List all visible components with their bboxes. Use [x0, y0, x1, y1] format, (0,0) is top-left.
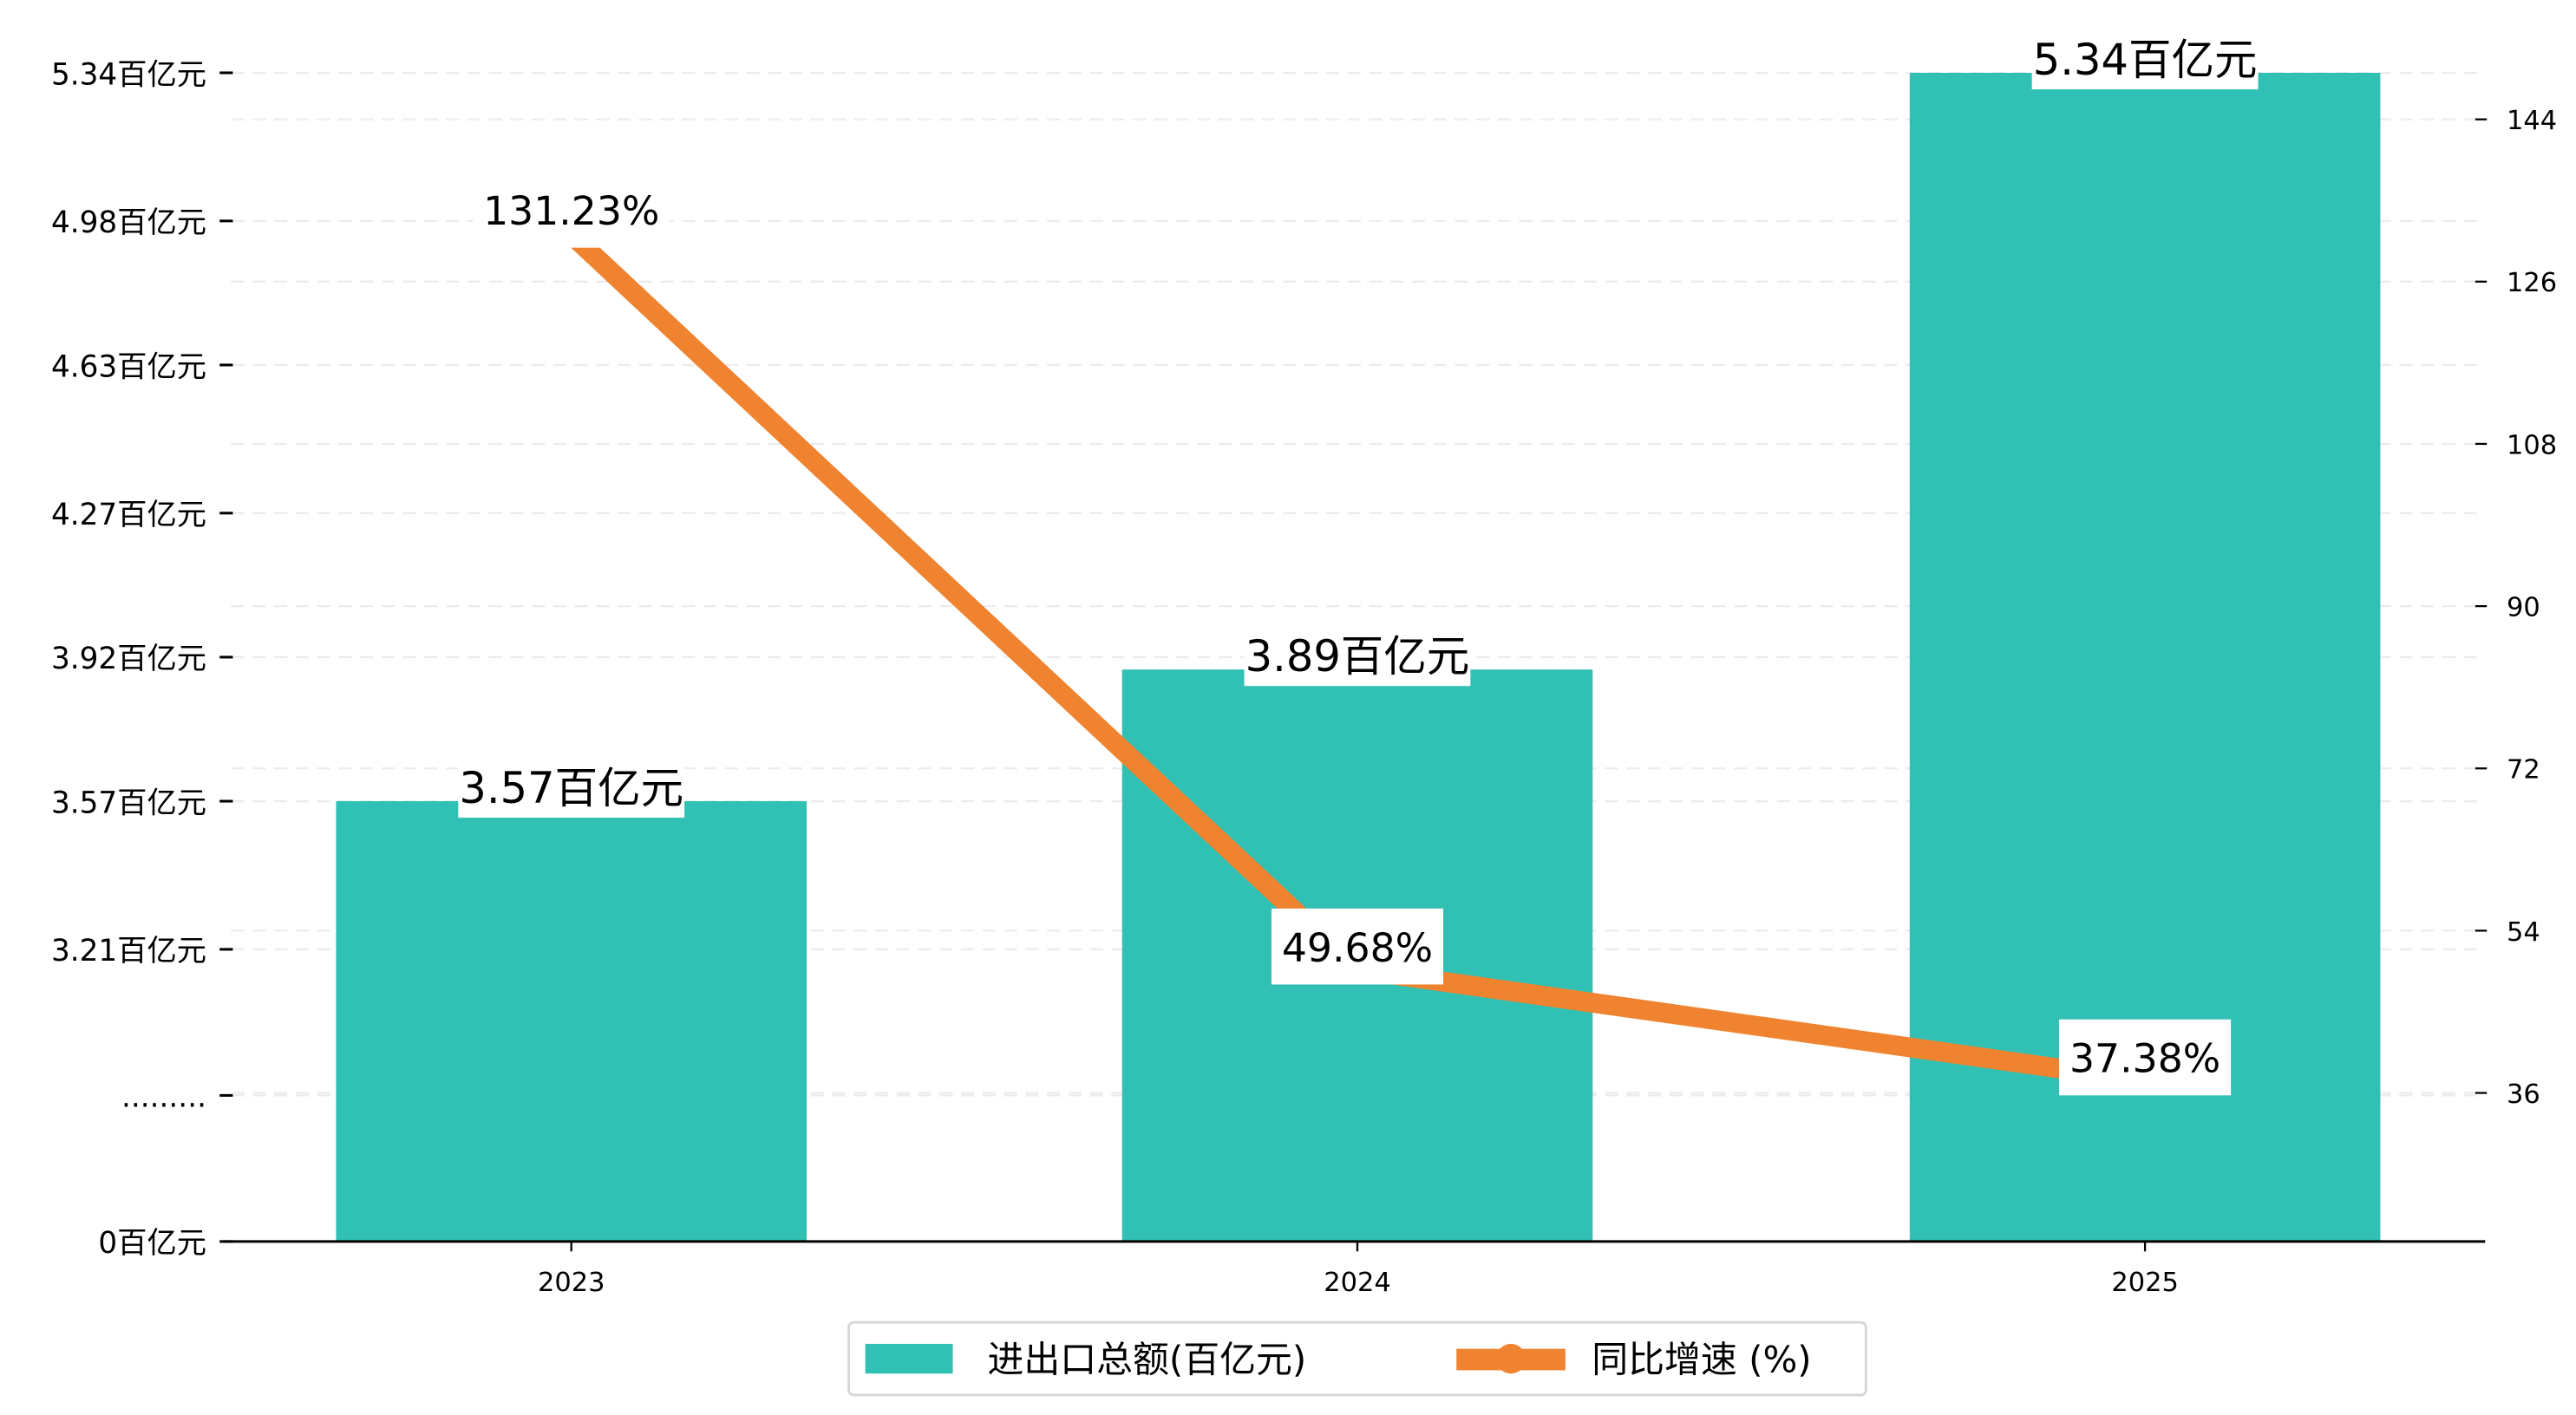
x-tick-label: 2024	[1324, 1268, 1391, 1298]
bar-value-label: 3.57百亿元	[459, 763, 683, 813]
bar-value-label: 3.89百亿元	[1246, 631, 1470, 681]
right-tick-label: 36	[2507, 1079, 2540, 1110]
bar-value-label: 5.34百亿元	[2033, 35, 2258, 85]
left-tick-label: .........	[121, 1080, 206, 1115]
line-label-bg	[1271, 908, 1443, 985]
line-label-bg	[473, 172, 670, 248]
legend-box	[847, 1320, 1867, 1397]
line-value-label: 49.68%	[1282, 925, 1433, 971]
line-value-label: 131.23%	[483, 188, 659, 234]
right-tick-label: 108	[2507, 430, 2557, 460]
data-labels: 3.57百亿元 3.89百亿元 5.34百亿元 131.23% 49.68% 37.38%	[458, 26, 2259, 1096]
left-tick-label: 4.27百亿元	[51, 498, 206, 532]
legend-line-marker	[1495, 1343, 1527, 1374]
left-tick-label: 3.92百亿元	[51, 642, 206, 676]
right-tick-label: 72	[2507, 755, 2540, 786]
bar-label-bg	[2031, 26, 2259, 90]
line-value-label: 37.38%	[2069, 1036, 2220, 1082]
right-tick-label: 126	[2507, 268, 2557, 298]
right-tick-label: 54	[2507, 917, 2540, 948]
x-tick-label: 2023	[538, 1268, 605, 1298]
left-tick-label: 3.21百亿元	[51, 934, 206, 968]
axes: 2023 2024 2025 0百亿元......... 3.21百亿元 3.57百亿元 3…	[51, 57, 2557, 1298]
legend-bar-label: 进出口总额(百亿元)	[988, 1338, 1307, 1380]
left-tick-label: 4.63百亿元	[51, 349, 206, 384]
left-tick-label: 4.98百亿元	[51, 205, 206, 240]
right-tick-label: 90	[2507, 593, 2540, 623]
left-tick-label: 3.57百亿元	[51, 786, 206, 820]
bar-label-bg	[458, 754, 685, 818]
line-label-bg	[2059, 1019, 2232, 1096]
legend-bar-swatch	[865, 1343, 953, 1374]
legend-line-label: 同比增速 (%)	[1592, 1338, 1811, 1380]
legend: 进出口总额(百亿元) 同比增速 (%)	[847, 1320, 1867, 1397]
right-tick-label: 144	[2507, 106, 2557, 136]
bar-2023	[336, 801, 807, 1242]
bar-label-bg	[1244, 623, 1471, 687]
left-tick-label: 0百亿元	[98, 1226, 206, 1261]
left-tick-label: 5.34百亿元	[51, 57, 206, 92]
x-tick-label: 2025	[2111, 1268, 2179, 1298]
